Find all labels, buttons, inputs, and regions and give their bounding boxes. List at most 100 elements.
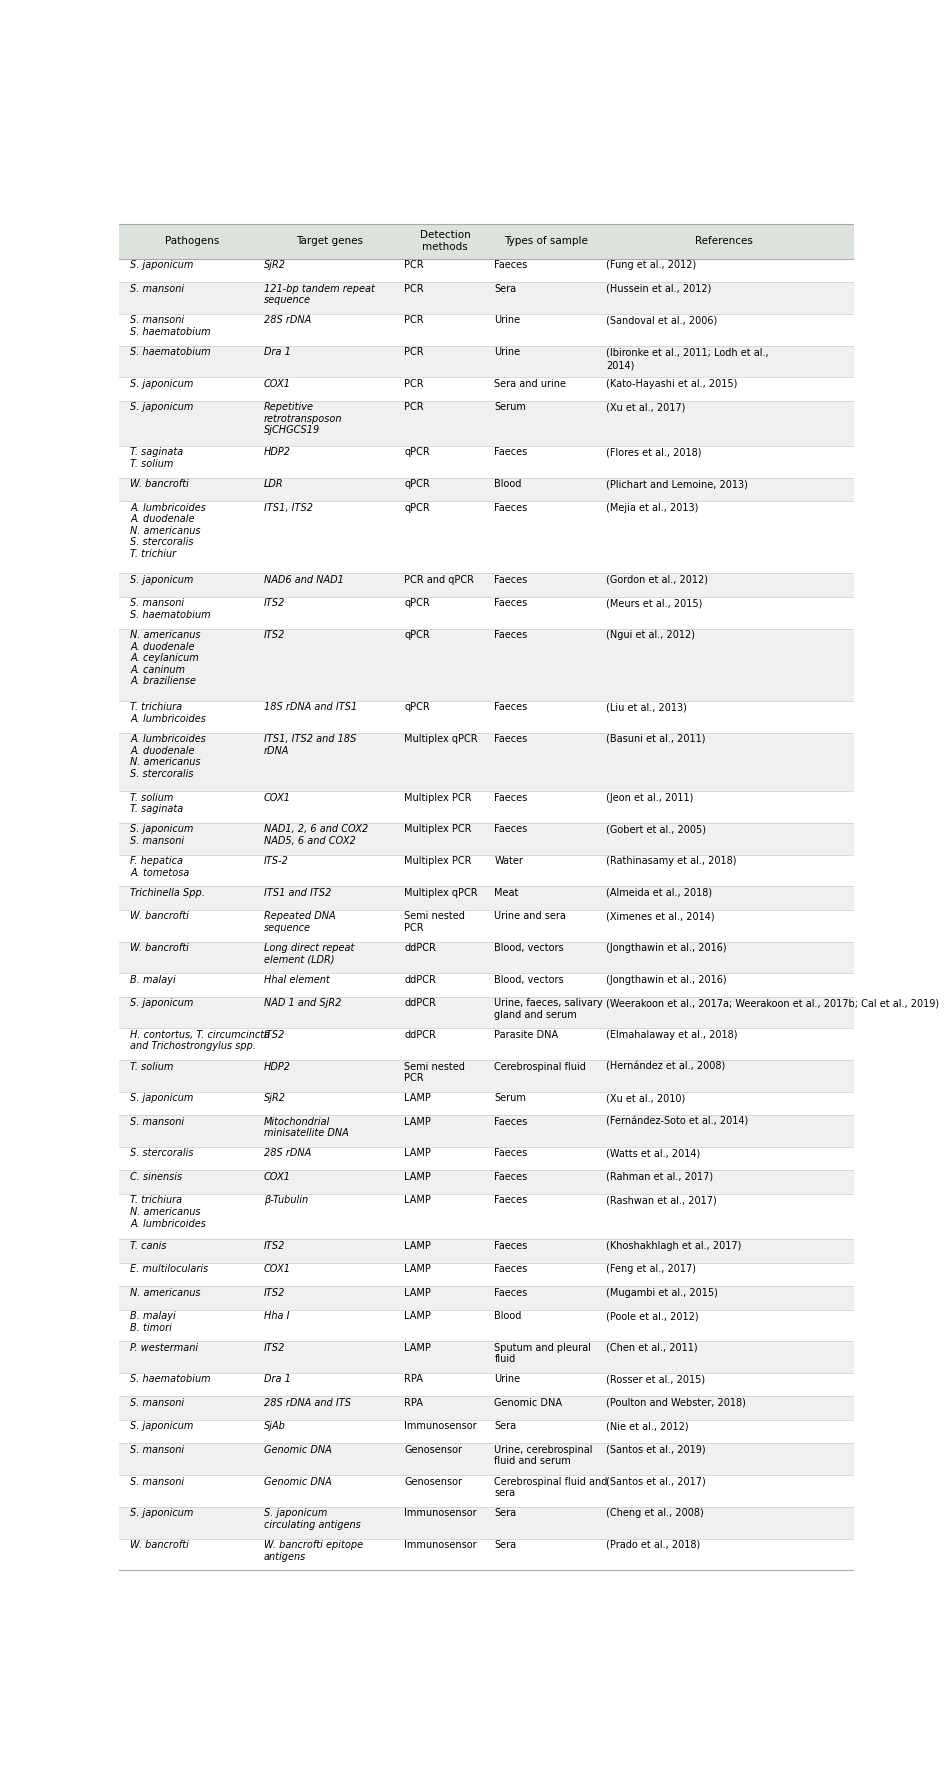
Text: Faeces: Faeces <box>494 1171 528 1182</box>
Text: (Jeon et al., 2011): (Jeon et al., 2011) <box>606 792 694 803</box>
Text: qPCR: qPCR <box>404 503 430 512</box>
Text: S. japonicum: S. japonicum <box>130 402 194 413</box>
Text: Urine and sera: Urine and sera <box>494 911 567 921</box>
Text: HDP2: HDP2 <box>264 448 290 457</box>
Text: S. mansoni: S. mansoni <box>130 1476 184 1487</box>
Text: PCR: PCR <box>404 315 424 326</box>
Text: Urine, cerebrospinal
fluid and serum: Urine, cerebrospinal fluid and serum <box>494 1444 593 1467</box>
Text: PCR: PCR <box>404 284 424 294</box>
Text: S. japonicum: S. japonicum <box>130 574 194 585</box>
Text: (Xu et al., 2010): (Xu et al., 2010) <box>606 1093 685 1104</box>
Bar <box>119 629 854 702</box>
Bar <box>119 259 854 282</box>
Text: PCR: PCR <box>404 379 424 388</box>
Text: S. mansoni: S. mansoni <box>130 1116 184 1127</box>
Text: LAMP: LAMP <box>404 1116 431 1127</box>
Text: SjAb: SjAb <box>264 1421 286 1432</box>
Text: Faeces: Faeces <box>494 1196 528 1205</box>
Bar <box>119 1538 854 1570</box>
Text: H. contortus, T. circumcincta
and Trichostrongylus spp.: H. contortus, T. circumcincta and Tricho… <box>130 1030 270 1051</box>
Text: Faeces: Faeces <box>494 824 528 835</box>
Text: P. westermani: P. westermani <box>130 1343 198 1352</box>
Bar <box>119 886 854 909</box>
Text: B. malayi
B. timori: B. malayi B. timori <box>130 1311 177 1333</box>
Bar <box>119 996 854 1028</box>
Text: Target genes: Target genes <box>296 236 363 246</box>
Text: 121-bp tandem repeat
sequence: 121-bp tandem repeat sequence <box>264 284 375 305</box>
Text: (Mejia et al., 2013): (Mejia et al., 2013) <box>606 503 698 512</box>
Text: LAMP: LAMP <box>404 1288 431 1297</box>
Text: (Elmahalaway et al., 2018): (Elmahalaway et al., 2018) <box>606 1030 737 1040</box>
Text: HDP2: HDP2 <box>264 1061 290 1072</box>
Text: Blood: Blood <box>494 1311 522 1320</box>
Text: (Plichart and Lemoine, 2013): (Plichart and Lemoine, 2013) <box>606 478 748 489</box>
Text: ITS2: ITS2 <box>264 1030 285 1040</box>
Text: (Santos et al., 2019): (Santos et al., 2019) <box>606 1444 706 1455</box>
Bar <box>119 478 854 501</box>
Text: Faeces: Faeces <box>494 631 528 640</box>
Bar <box>119 1194 854 1239</box>
Text: S. mansoni
S. haematobium: S. mansoni S. haematobium <box>130 599 211 620</box>
Bar <box>119 1060 854 1092</box>
Bar <box>119 792 854 822</box>
Text: (Almeida et al., 2018): (Almeida et al., 2018) <box>606 888 712 898</box>
Text: β-Tubulin: β-Tubulin <box>264 1196 307 1205</box>
Text: (Kato-Hayashi et al., 2015): (Kato-Hayashi et al., 2015) <box>606 379 737 388</box>
Bar <box>119 1474 854 1506</box>
Text: NAD 1 and SjR2: NAD 1 and SjR2 <box>264 998 341 1008</box>
Bar <box>119 223 854 259</box>
Text: S. japonicum
circulating antigens: S. japonicum circulating antigens <box>264 1508 361 1529</box>
Text: Faeces: Faeces <box>494 260 528 269</box>
Text: (Ibironke et al., 2011; Lodh et al.,: (Ibironke et al., 2011; Lodh et al., <box>606 347 769 358</box>
Text: S. japonicum: S. japonicum <box>130 1508 194 1519</box>
Text: ITS1, ITS2: ITS1, ITS2 <box>264 503 313 512</box>
Text: (Khoshakhlagh et al., 2017): (Khoshakhlagh et al., 2017) <box>606 1240 741 1251</box>
Text: (Hernández et al., 2008): (Hernández et al., 2008) <box>606 1061 725 1072</box>
Text: NAD6 and NAD1: NAD6 and NAD1 <box>264 574 344 585</box>
Text: (Meurs et al., 2015): (Meurs et al., 2015) <box>606 599 702 608</box>
Text: Long direct repeat
element (LDR): Long direct repeat element (LDR) <box>264 943 354 964</box>
Text: References: References <box>696 236 754 246</box>
Bar <box>119 1396 854 1419</box>
Text: Multiplex qPCR: Multiplex qPCR <box>404 734 478 744</box>
Bar <box>119 1373 854 1396</box>
Text: Faeces: Faeces <box>494 1240 528 1251</box>
Text: Water: Water <box>494 856 523 867</box>
Bar <box>119 400 854 447</box>
Text: ITS2: ITS2 <box>264 599 285 608</box>
Text: Multiplex PCR: Multiplex PCR <box>404 792 472 803</box>
Text: Faeces: Faeces <box>494 792 528 803</box>
Text: Sera and urine: Sera and urine <box>494 379 567 388</box>
Text: Sera: Sera <box>494 1421 516 1432</box>
Bar <box>119 1286 854 1310</box>
Text: NAD1, 2, 6 and COX2
NAD5, 6 and COX2: NAD1, 2, 6 and COX2 NAD5, 6 and COX2 <box>264 824 368 845</box>
Text: SjR2: SjR2 <box>264 1093 286 1104</box>
Bar <box>119 1310 854 1341</box>
Text: (Feng et al., 2017): (Feng et al., 2017) <box>606 1263 697 1274</box>
Text: Mitochondrial
minisatellite DNA: Mitochondrial minisatellite DNA <box>264 1116 348 1138</box>
Text: W. bancrofti: W. bancrofti <box>130 478 189 489</box>
Text: S. mansoni
S. haematobium: S. mansoni S. haematobium <box>130 315 211 337</box>
Text: (Prado et al., 2018): (Prado et al., 2018) <box>606 1540 700 1550</box>
Text: ddPCR: ddPCR <box>404 998 437 1008</box>
Text: S. japonicum
S. mansoni: S. japonicum S. mansoni <box>130 824 194 845</box>
Text: Sputum and pleural
fluid: Sputum and pleural fluid <box>494 1343 591 1364</box>
Bar <box>119 447 854 478</box>
Text: LAMP: LAMP <box>404 1263 431 1274</box>
Text: LAMP: LAMP <box>404 1093 431 1104</box>
Text: Immunosensor: Immunosensor <box>404 1421 477 1432</box>
Text: S. japonicum: S. japonicum <box>130 1093 194 1104</box>
Text: ITS2: ITS2 <box>264 1343 285 1352</box>
Text: T. saginata
T. solium: T. saginata T. solium <box>130 448 184 470</box>
Text: (Cheng et al., 2008): (Cheng et al., 2008) <box>606 1508 704 1519</box>
Text: ddPCR: ddPCR <box>404 943 437 953</box>
Text: Types of sample: Types of sample <box>504 236 587 246</box>
Text: (Jongthawin et al., 2016): (Jongthawin et al., 2016) <box>606 943 727 953</box>
Text: qPCR: qPCR <box>404 702 430 712</box>
Text: ddPCR: ddPCR <box>404 1030 437 1040</box>
Text: Immunosensor: Immunosensor <box>404 1508 477 1519</box>
Text: PCR and qPCR: PCR and qPCR <box>404 574 474 585</box>
Text: (Nie et al., 2012): (Nie et al., 2012) <box>606 1421 689 1432</box>
Text: T. trichiura
N. americanus
A. lumbricoides: T. trichiura N. americanus A. lumbricoid… <box>130 1196 206 1228</box>
Text: Urine: Urine <box>494 315 520 326</box>
